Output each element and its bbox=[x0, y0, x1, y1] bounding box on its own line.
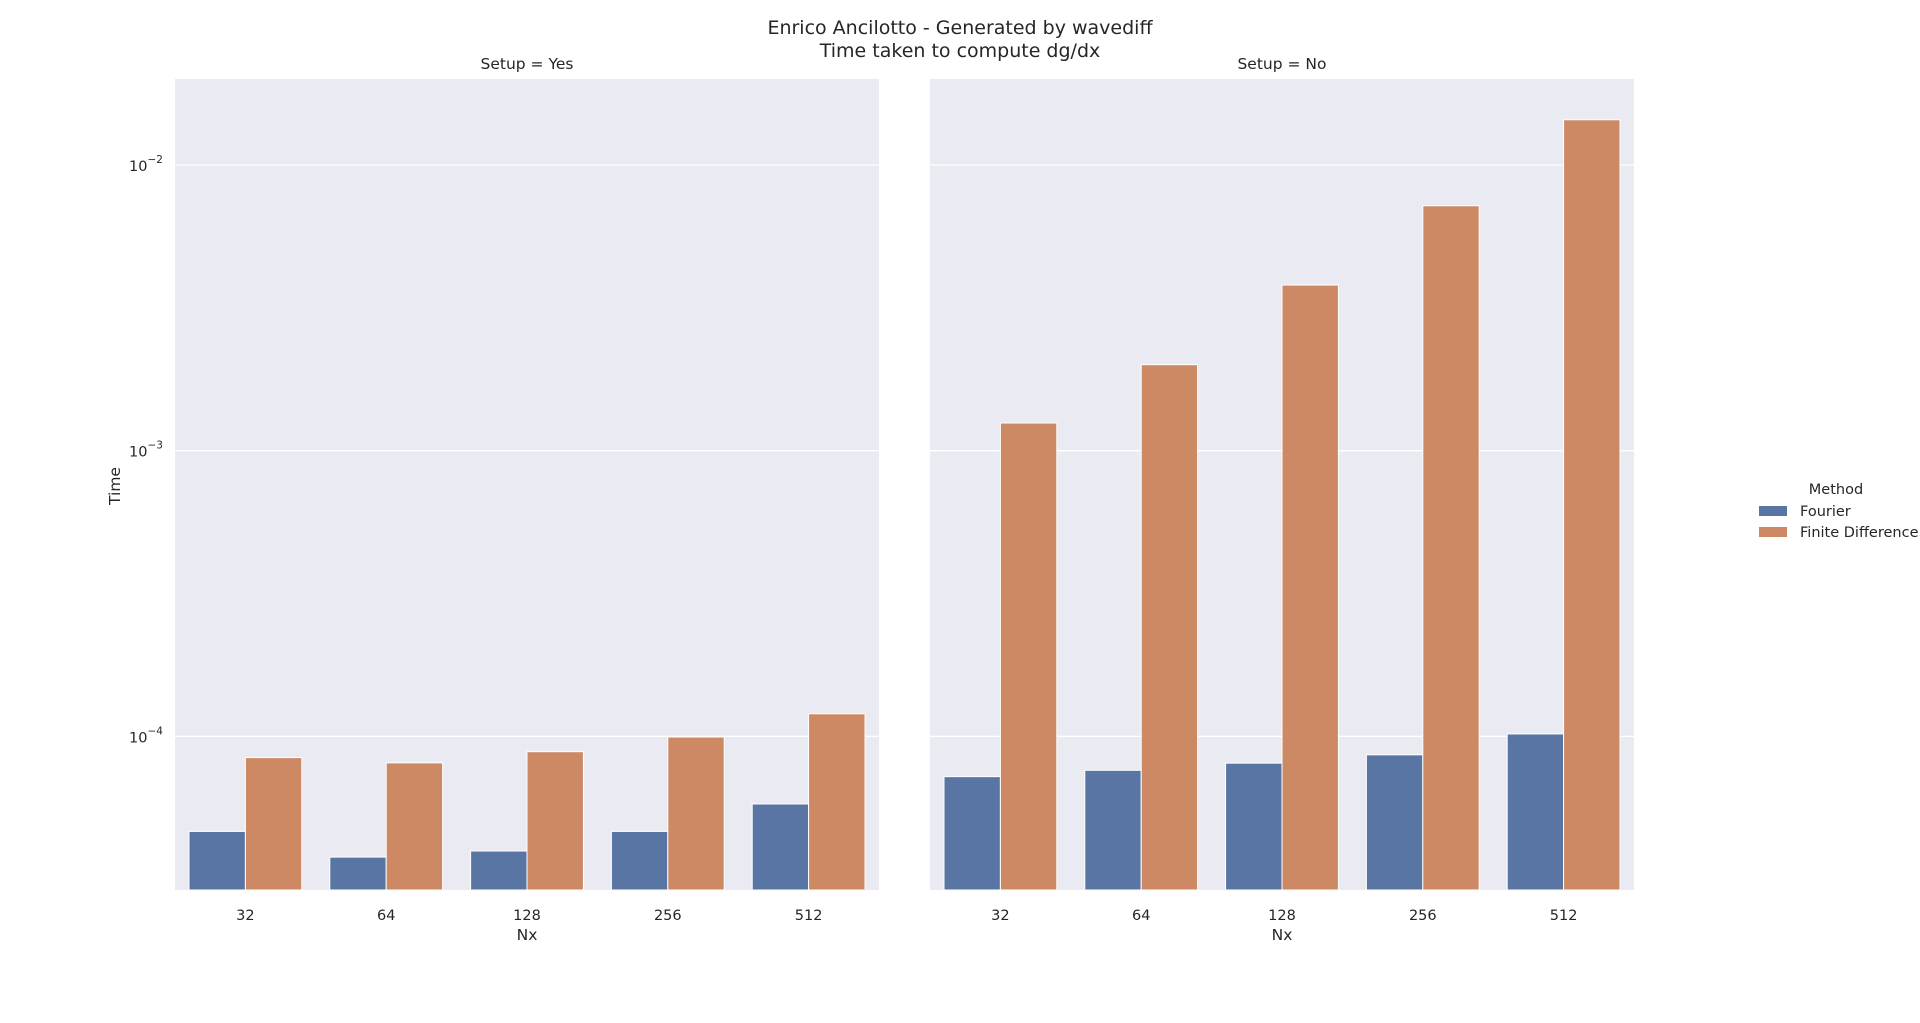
bar-fourier bbox=[188, 830, 246, 891]
y-tick-label: 10−3 bbox=[129, 440, 163, 461]
panel-setup-yes: 10−4 10−3 10−2 Setup = Yes 32 64 128 256 512 Nx bbox=[129, 55, 879, 944]
bar-finite-difference bbox=[808, 713, 866, 891]
bar-fourier bbox=[1084, 769, 1142, 891]
chart-title-line-2: Time taken to compute dg/dx bbox=[819, 40, 1101, 62]
bar-fourier bbox=[1506, 733, 1565, 891]
x-axis-label: Nx bbox=[1272, 926, 1293, 944]
facet-title: Setup = Yes bbox=[481, 55, 574, 73]
x-tick-label: 32 bbox=[991, 908, 1009, 924]
panel-setup-no: Setup = No 32 64 128 256 512 Nx bbox=[930, 55, 1634, 944]
bar-finite-difference bbox=[1422, 205, 1480, 891]
bar-finite-difference bbox=[1563, 119, 1621, 891]
legend-label: Finite Difference bbox=[1800, 525, 1919, 541]
legend-label: Fourier bbox=[1800, 504, 1851, 520]
y-tick-label: 10−4 bbox=[129, 725, 163, 746]
bar-finite-difference bbox=[999, 422, 1058, 891]
bar-fourier bbox=[943, 776, 1001, 891]
x-tick-label: 64 bbox=[377, 908, 395, 924]
x-tick-label: 512 bbox=[795, 908, 823, 924]
bar-finite-difference bbox=[244, 757, 303, 891]
x-tick-label: 64 bbox=[1132, 908, 1150, 924]
x-tick-label: 128 bbox=[1268, 908, 1296, 924]
bar-finite-difference bbox=[1140, 364, 1199, 891]
bar-finite-difference bbox=[667, 736, 725, 891]
bar-finite-difference bbox=[385, 762, 444, 891]
legend-title: Method bbox=[1809, 482, 1863, 498]
y-tick-label: 10−2 bbox=[129, 154, 163, 175]
bar-fourier bbox=[1225, 762, 1283, 891]
bar-fourier bbox=[610, 830, 669, 891]
x-tick-label: 128 bbox=[513, 908, 541, 924]
facet-title: Setup = No bbox=[1237, 55, 1326, 73]
y-axis-label: Time bbox=[106, 467, 124, 506]
x-tick-label: 256 bbox=[1409, 908, 1437, 924]
bar-fourier bbox=[470, 850, 528, 891]
legend-swatch bbox=[1759, 506, 1787, 516]
legend: Method Fourier Finite Difference bbox=[1759, 482, 1919, 541]
x-tick-label: 256 bbox=[654, 908, 682, 924]
bar-finite-difference bbox=[526, 751, 584, 891]
chart-title-line-1: Enrico Ancilotto - Generated by wavediff bbox=[767, 17, 1153, 39]
x-tick-label: 32 bbox=[236, 908, 254, 924]
x-tick-label: 512 bbox=[1550, 908, 1578, 924]
bar-fourier bbox=[329, 856, 387, 891]
bar-fourier bbox=[1365, 754, 1424, 891]
bar-finite-difference bbox=[1281, 284, 1339, 891]
x-axis-label: Nx bbox=[517, 926, 538, 944]
bar-fourier bbox=[751, 803, 810, 891]
legend-swatch bbox=[1759, 527, 1787, 537]
